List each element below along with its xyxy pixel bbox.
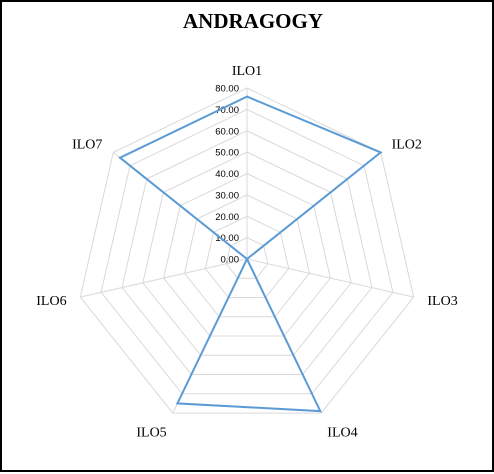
tick-label: 50.00	[215, 148, 239, 159]
tick-label: 10.00	[215, 233, 239, 244]
grid-ring	[79, 87, 415, 414]
radar-grid	[79, 87, 415, 414]
grid-ring	[100, 108, 394, 395]
tick-label: 80.00	[215, 84, 239, 95]
grid-ring	[204, 215, 290, 298]
axis-label-ilo6: ILO6	[36, 294, 66, 309]
series-line	[118, 95, 383, 413]
axis-label-ilo1: ILO1	[232, 64, 262, 79]
tick-label: 20.00	[215, 212, 239, 223]
tick-label: 40.00	[215, 169, 239, 180]
tick-label: 70.00	[215, 105, 239, 116]
grid-spoke	[80, 258, 248, 298]
tick-label: 0.00	[221, 255, 240, 266]
series-layer	[118, 95, 383, 413]
axis-labels: ILO1 ILO2 ILO3 ILO4 ILO5 ILO6 ILO7	[36, 64, 457, 441]
axis-label-ilo4: ILO4	[327, 426, 357, 441]
radial-tick-labels: 0.00 10.00 20.00 30.00 40.00 50.00 60.00 70.00 8…	[215, 84, 239, 266]
axis-label-ilo5: ILO5	[136, 426, 166, 441]
axis-label-ilo7: ILO7	[72, 138, 102, 153]
grid-ring	[142, 151, 352, 356]
axis-label-ilo3: ILO3	[427, 294, 457, 309]
axis-label-ilo2: ILO2	[392, 138, 422, 153]
grid-ring	[121, 130, 373, 375]
grid-ring	[225, 237, 269, 279]
tick-label: 30.00	[215, 190, 239, 201]
grid-ring	[183, 194, 311, 318]
grid-spoke	[246, 258, 414, 298]
chart-title: ANDRAGOGY	[183, 9, 323, 33]
grid-ring	[163, 172, 331, 337]
tick-label: 60.00	[215, 126, 239, 137]
